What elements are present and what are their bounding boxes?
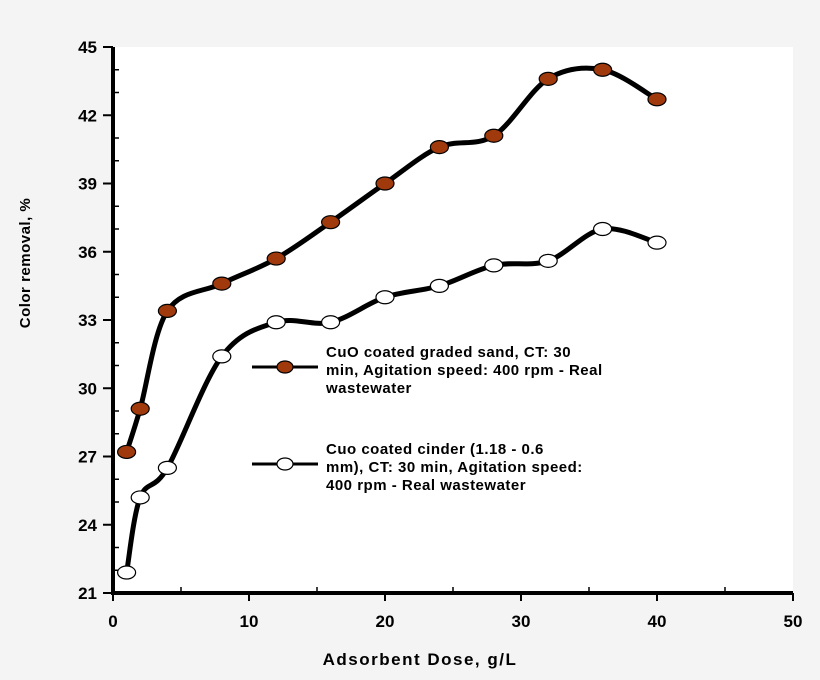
series-2-point	[116, 565, 137, 580]
x-tick-label: 40	[648, 612, 667, 631]
series-2-point	[157, 460, 177, 475]
x-tick-label: 20	[376, 612, 395, 631]
x-tick-label: 10	[240, 612, 259, 631]
y-tick-label: 45	[78, 38, 97, 57]
y-tick-label: 24	[78, 516, 97, 535]
y-tick-label: 27	[78, 448, 97, 467]
legend-label-2: mm), CT: 30 min, Agitation speed:	[326, 459, 583, 476]
legend-label-1: wastewater	[325, 380, 412, 397]
x-tick-label: 0	[108, 612, 117, 631]
series-layer	[116, 62, 667, 580]
series-1-point	[116, 444, 137, 460]
series-1-point	[212, 276, 232, 291]
series-2-point	[592, 221, 613, 237]
series-2-point	[212, 349, 232, 364]
series-1-point	[592, 62, 613, 77]
series-2-point	[375, 290, 395, 305]
series-1-point	[266, 251, 286, 266]
legend-marker-2	[276, 457, 294, 471]
y-axis-label: Color removal, %	[17, 198, 34, 329]
y-tick-label: 30	[78, 379, 97, 398]
plot-area	[113, 47, 793, 593]
y-tick-label: 36	[78, 243, 97, 262]
series-2-point	[266, 315, 286, 330]
legend-label-1: min, Agitation speed: 400 rpm - Real	[326, 362, 603, 379]
series-1-point	[157, 303, 177, 318]
series-1-point	[130, 401, 150, 416]
axes: 21 24 27 30 33 36 39 42 45 0 10 20 30 40 50	[78, 38, 802, 631]
legend-label-2: 400 rpm - Real wastewater	[326, 477, 526, 494]
series-2-point	[538, 253, 558, 268]
y-tick-label: 39	[78, 175, 97, 194]
series-1-point	[538, 71, 558, 86]
legend-label-2: Cuo coated cinder (1.18 - 0.6	[326, 441, 544, 458]
series-1-point	[429, 140, 449, 155]
y-tick-label: 42	[78, 106, 97, 125]
legend-marker-1	[276, 360, 294, 374]
y-tick-label: 21	[78, 584, 97, 603]
series-2-point	[484, 258, 504, 273]
series-1-point	[321, 215, 341, 230]
x-tick-label: 30	[512, 612, 531, 631]
series-2-point	[321, 315, 341, 330]
y-tick-label: 33	[78, 311, 97, 330]
legend-label-1: CuO coated graded sand, CT: 30	[326, 344, 571, 361]
series-1-point	[647, 92, 667, 107]
series-1-point	[375, 176, 395, 191]
series-1-point	[484, 128, 504, 143]
series-2-point	[647, 235, 667, 250]
x-axis-label: Adsorbent Dose, g/L	[323, 650, 518, 669]
series-2-point	[429, 278, 449, 293]
x-tick-label: 50	[784, 612, 803, 631]
series-2-point	[130, 490, 150, 505]
